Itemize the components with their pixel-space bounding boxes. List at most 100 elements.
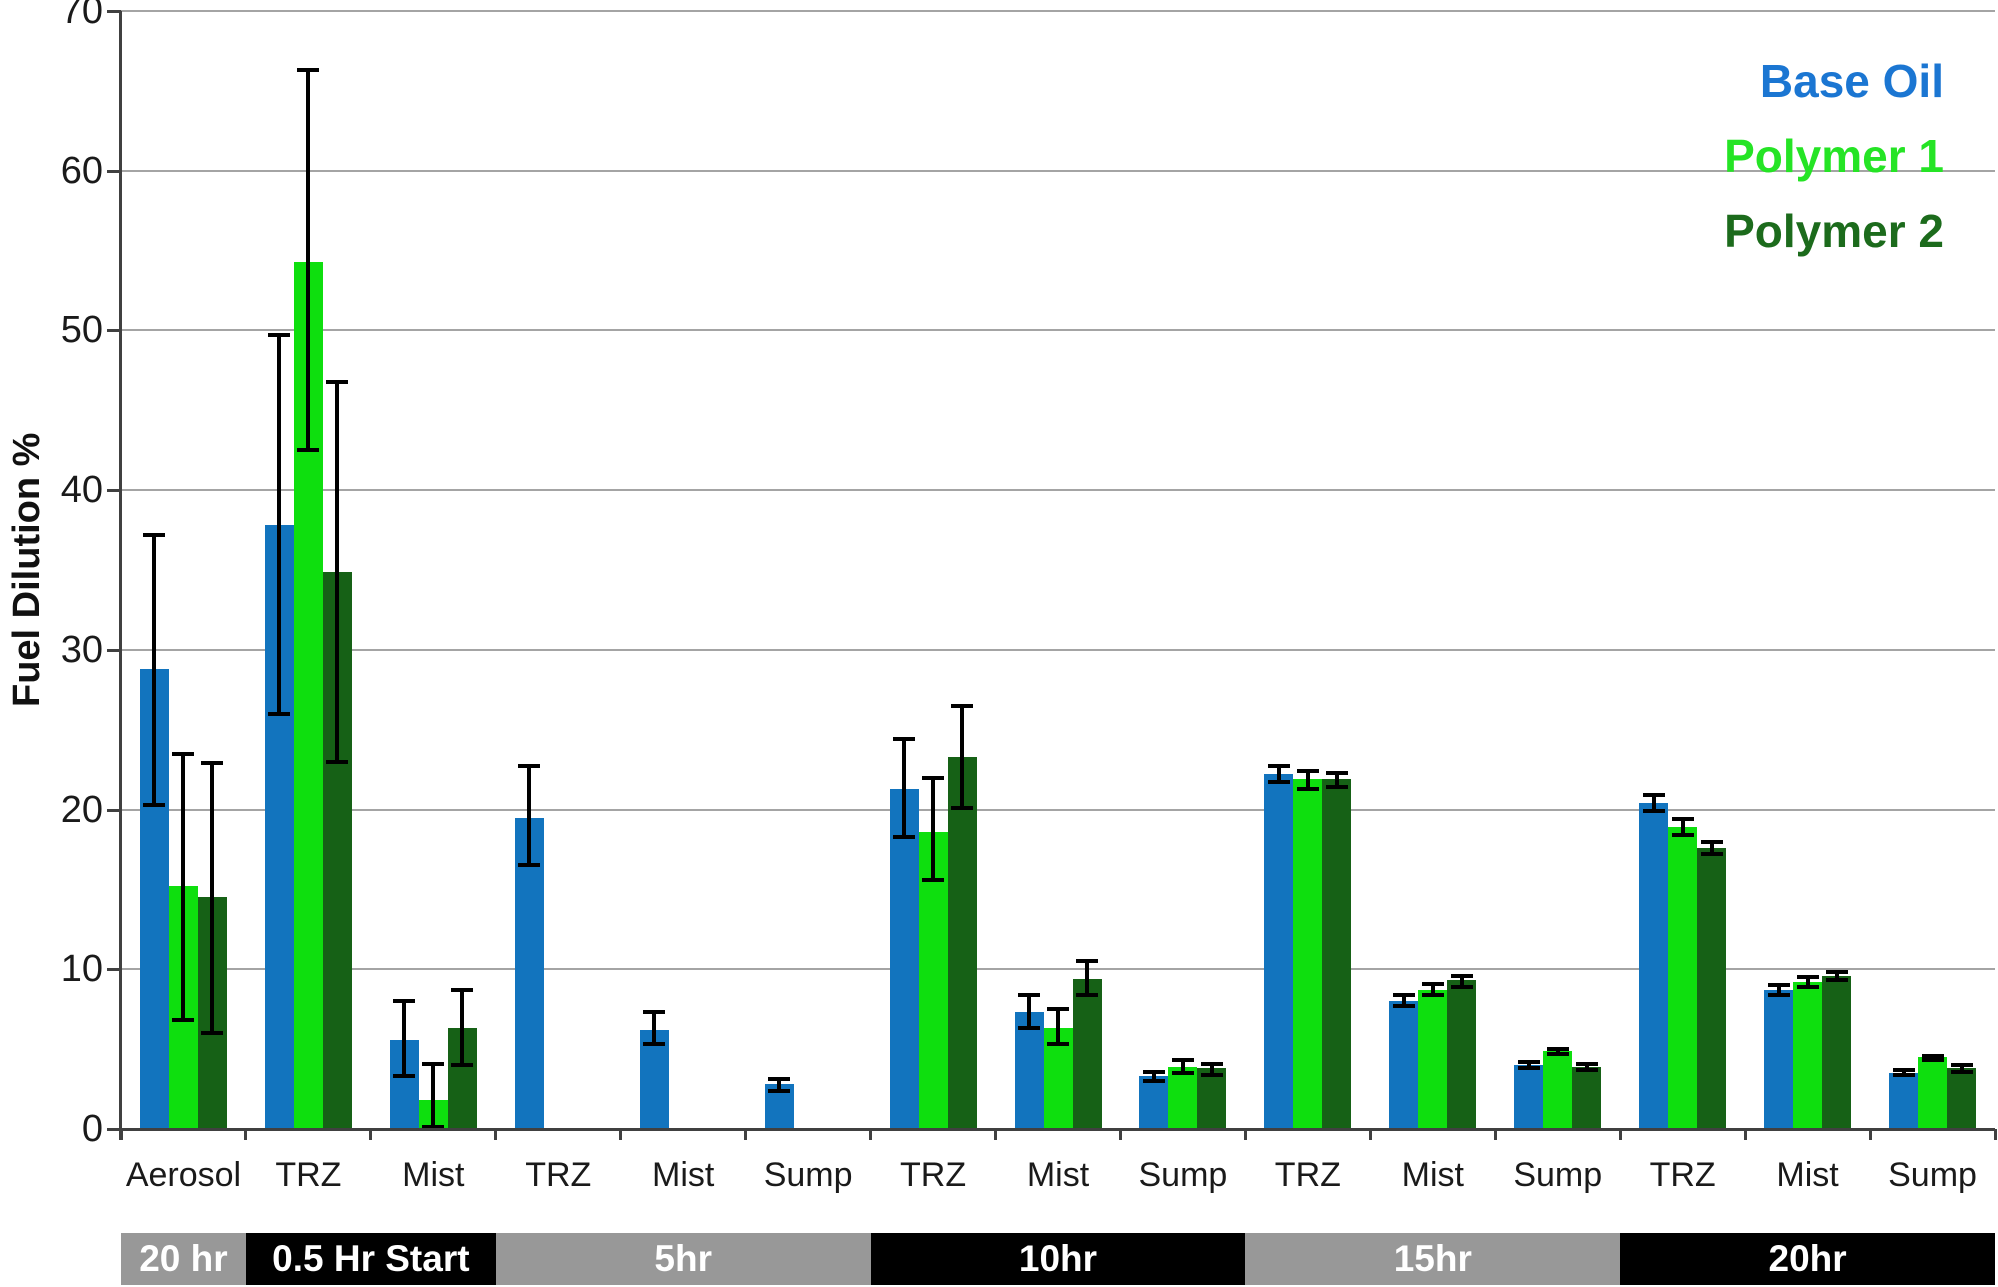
error-bar-polymer-2-sump-10hr-cap-bottom (1200, 1072, 1223, 1077)
error-bar-polymer-1-sump-15hr-cap-top (1546, 1047, 1569, 1052)
error-bar-base-oil-aerosol-20-hr (152, 534, 157, 805)
y-tick-mark-30 (107, 648, 121, 652)
error-bar-base-oil-mist-0-5-hr-start (402, 1001, 407, 1077)
bar-base-oil-mist-15hr (1389, 1001, 1419, 1129)
error-bar-base-oil-trz-0-5-hr-start-cap-top (268, 333, 291, 338)
error-bar-polymer-1-mist-10hr-cap-top (1047, 1007, 1069, 1012)
x-tick-mark-9 (1243, 1129, 1247, 1140)
x-tick-mark-1 (244, 1129, 248, 1140)
time-band-label-5hr: 5hr (654, 1238, 712, 1279)
bar-polymer-1-mist-15hr (1418, 990, 1448, 1129)
error-bar-polymer-1-sump-20hr-cap-top (1921, 1053, 1944, 1058)
y-tick-label-70: 70 (60, 0, 103, 32)
error-bar-polymer-1-trz-0-5-hr-start-cap-top (297, 68, 320, 73)
error-bar-polymer-1-trz-15hr-cap-top (1296, 769, 1319, 774)
error-bar-polymer-1-mist-20hr-cap-bottom (1796, 984, 1819, 989)
error-bar-base-oil-trz-15hr (1276, 766, 1281, 783)
legend-item-polymer-2: Polymer 2 (1724, 205, 1944, 257)
error-bar-polymer-2-aerosol-20-hr (210, 763, 215, 1034)
error-bar-polymer-2-mist-15hr-cap-top (1450, 973, 1473, 978)
gridline-40 (121, 489, 1995, 492)
error-bar-polymer-2-mist-0-5-hr-start-cap-bottom (451, 1063, 474, 1068)
category-label-0-aerosol: Aerosol (125, 1156, 242, 1194)
error-bar-polymer-1-trz-0-5-hr-start (306, 70, 311, 451)
category-label-9-trz: TRZ (1274, 1156, 1341, 1194)
error-bar-polymer-1-sump-15hr-cap-bottom (1546, 1051, 1569, 1056)
error-bar-polymer-2-trz-10hr (960, 705, 965, 808)
error-bar-polymer-2-aerosol-20-hr-cap-bottom (201, 1031, 224, 1036)
gridline-60 (121, 169, 1995, 172)
error-bar-polymer-1-mist-20hr (1805, 977, 1810, 987)
time-band-label-15hr: 15hr (1393, 1238, 1472, 1279)
error-bar-base-oil-aerosol-20-hr-cap-top (143, 532, 166, 537)
bar-polymer-1-sump-20hr (1918, 1057, 1948, 1129)
bar-polymer-2-trz-15hr (1322, 779, 1352, 1129)
error-bar-polymer-2-trz-0-5-hr-start (335, 381, 340, 762)
time-band-20-hr: 20 hr (121, 1233, 246, 1285)
error-bar-base-oil-sump-20hr-cap-bottom (1892, 1072, 1915, 1077)
error-bar-polymer-1-trz-10hr-cap-bottom (922, 877, 945, 882)
error-bar-polymer-2-mist-0-5-hr-start (460, 990, 465, 1066)
bar-base-oil-mist-10hr (1014, 1012, 1044, 1129)
time-band-label-0-5-hr-start: 0.5 Hr Start (272, 1238, 470, 1279)
time-band-10hr: 10hr (870, 1233, 1246, 1285)
error-bar-polymer-2-trz-0-5-hr-start-cap-top (326, 379, 349, 384)
error-bar-base-oil-sump-5hr-cap-bottom (768, 1088, 791, 1093)
gridline-70 (121, 10, 1995, 12)
time-band-label-20hr: 20hr (1768, 1238, 1847, 1279)
legend-item-base-oil: Base Oil (1759, 55, 1944, 107)
error-bar-base-oil-trz-5hr-cap-top (518, 764, 541, 769)
bar-polymer-1-mist-20hr (1793, 982, 1823, 1129)
error-bar-polymer-2-trz-15hr-cap-top (1325, 770, 1348, 775)
error-bar-base-oil-sump-20hr (1901, 1069, 1906, 1075)
bar-polymer-2-sump-15hr (1572, 1066, 1602, 1129)
y-tick-mark-20 (107, 808, 121, 812)
error-bar-base-oil-trz-5hr-cap-bottom (518, 863, 541, 868)
error-bar-base-oil-mist-20hr (1776, 985, 1781, 995)
error-bar-polymer-1-trz-15hr (1305, 771, 1310, 789)
y-tick-label-30: 30 (60, 628, 103, 671)
y-tick-mark-70 (107, 10, 121, 13)
error-bar-polymer-1-aerosol-20-hr-cap-top (172, 751, 195, 756)
x-tick-mark-6 (869, 1129, 873, 1140)
error-bar-base-oil-trz-15hr-cap-top (1267, 764, 1290, 769)
gridline-30 (121, 648, 1995, 651)
error-bar-base-oil-trz-5hr (527, 766, 532, 866)
error-bar-base-oil-sump-10hr (1151, 1071, 1156, 1082)
y-tick-mark-50 (107, 329, 121, 333)
error-bar-polymer-1-trz-15hr-cap-bottom (1296, 786, 1319, 791)
error-bar-base-oil-sump-20hr-cap-top (1892, 1067, 1915, 1072)
error-bar-polymer-2-trz-10hr-cap-top (951, 703, 974, 708)
y-tick-label-40: 40 (60, 469, 103, 512)
error-bar-polymer-2-trz-20hr-cap-bottom (1700, 852, 1723, 857)
gridline-10 (121, 968, 1995, 971)
bar-polymer-1-sump-15hr (1543, 1050, 1573, 1129)
legend-item-polymer-1: Polymer 1 (1724, 130, 1944, 182)
error-bar-polymer-1-mist-0-5-hr-start (431, 1063, 436, 1128)
y-tick-mark-10 (107, 968, 121, 972)
x-tick-mark-13 (1743, 1129, 1747, 1140)
error-bar-polymer-1-sump-15hr (1555, 1049, 1560, 1054)
error-bar-polymer-1-aerosol-20-hr (181, 753, 186, 1021)
error-bar-base-oil-sump-5hr-cap-top (768, 1077, 791, 1082)
error-bar-polymer-2-sump-15hr (1584, 1063, 1589, 1070)
category-label-8-sump: Sump (1138, 1156, 1228, 1194)
error-bar-polymer-1-sump-20hr (1930, 1055, 1935, 1061)
error-bar-base-oil-aerosol-20-hr-cap-bottom (143, 802, 166, 807)
error-bar-polymer-1-mist-10hr (1056, 1009, 1060, 1045)
error-bar-polymer-1-mist-15hr-cap-top (1421, 981, 1444, 986)
bar-base-oil-trz-5hr (514, 817, 544, 1129)
error-bar-polymer-2-mist-20hr (1834, 972, 1839, 981)
bar-base-oil-sump-15hr (1514, 1065, 1544, 1129)
error-bar-polymer-1-sump-20hr-cap-bottom (1921, 1058, 1944, 1063)
y-axis-line (119, 11, 122, 1140)
category-label-10-mist: Mist (1401, 1156, 1464, 1194)
error-bar-base-oil-trz-0-5-hr-start (277, 335, 282, 714)
error-bar-polymer-1-trz-20hr (1680, 819, 1685, 836)
error-bar-polymer-2-mist-10hr (1085, 961, 1089, 995)
error-bar-polymer-2-mist-20hr-cap-bottom (1825, 978, 1848, 983)
error-bar-base-oil-mist-20hr-cap-top (1767, 983, 1790, 988)
error-bar-polymer-1-mist-0-5-hr-start-cap-bottom (422, 1125, 445, 1130)
error-bar-polymer-1-mist-20hr-cap-top (1796, 975, 1819, 980)
